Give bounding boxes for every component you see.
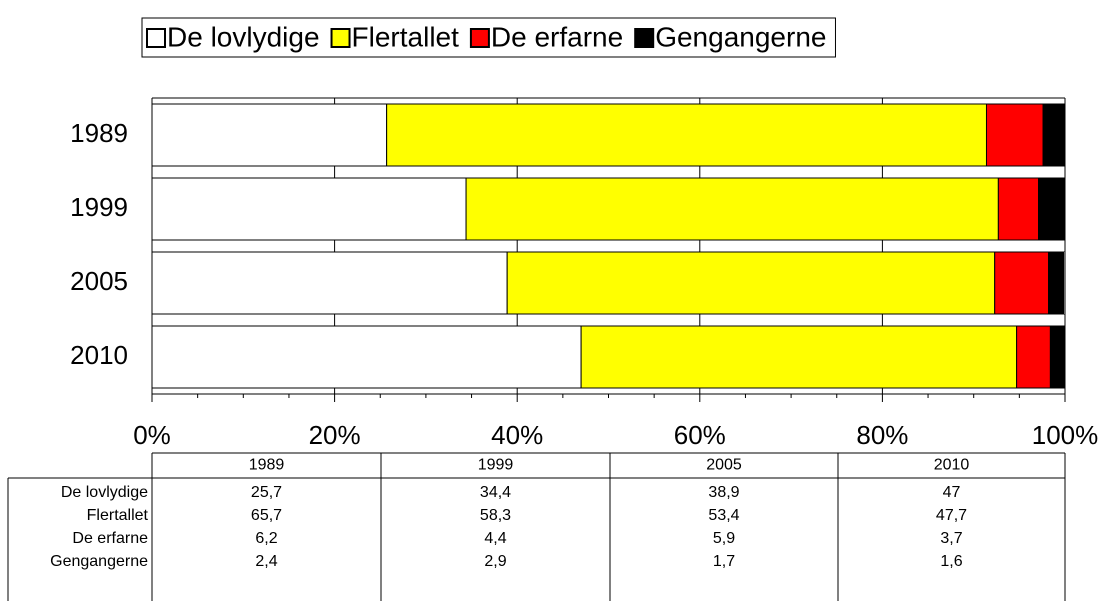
table-cell: 25,7 xyxy=(251,484,282,501)
bar-segment xyxy=(1049,325,1066,389)
y-tick-label: 1989 xyxy=(70,118,128,148)
table-row-label: De lovlydige xyxy=(61,484,148,501)
legend-label: De erfarne xyxy=(491,21,623,52)
x-tick-label: 40% xyxy=(491,420,543,450)
bar-segment xyxy=(151,251,508,315)
table-header: 2005 xyxy=(706,457,742,474)
bar-segment xyxy=(1038,177,1066,241)
legend-label: Gengangerne xyxy=(655,21,826,52)
table-cell: 4,4 xyxy=(484,530,506,547)
table-cell: 65,7 xyxy=(251,507,282,524)
table-header: 1989 xyxy=(249,457,285,474)
table-cell: 2,4 xyxy=(255,553,277,570)
table-cell: 1,6 xyxy=(940,553,962,570)
legend-swatch xyxy=(469,28,490,48)
bar-segment xyxy=(994,251,1050,315)
table-cell: 53,4 xyxy=(708,507,739,524)
bar-segment xyxy=(997,177,1040,241)
x-tick-label: 80% xyxy=(856,420,908,450)
table-row-label: Flertallet xyxy=(87,507,149,524)
table-cell: 47 xyxy=(943,484,961,501)
bar-segment xyxy=(151,103,388,167)
table-cell: 47,7 xyxy=(936,507,967,524)
table-cell: 3,7 xyxy=(940,530,962,547)
bar-segment xyxy=(151,177,467,241)
bar-segment xyxy=(465,177,999,241)
legend-swatch xyxy=(634,28,655,48)
x-tick-label: 20% xyxy=(309,420,361,450)
table-cell: 1,7 xyxy=(713,553,735,570)
table-cell: 38,9 xyxy=(708,484,739,501)
legend-swatch xyxy=(146,28,166,48)
x-tick-label: 0% xyxy=(133,420,171,450)
table-header: 2010 xyxy=(934,457,970,474)
table-header: 1999 xyxy=(478,457,514,474)
bar-segment xyxy=(1016,325,1051,389)
table-row-label: De erfarne xyxy=(72,530,148,547)
bar-segment xyxy=(580,325,1018,389)
bar-segment xyxy=(985,103,1044,167)
y-tick-label: 1999 xyxy=(70,192,128,222)
table-cell: 5,9 xyxy=(713,530,735,547)
x-tick-label: 100% xyxy=(1032,420,1099,450)
y-tick-label: 2010 xyxy=(70,340,128,370)
x-tick-label: 60% xyxy=(674,420,726,450)
table-row-label: Gengangerne xyxy=(50,553,148,570)
legend-label: Flertallet xyxy=(352,21,460,52)
table-cell: 2,9 xyxy=(484,553,506,570)
table-cell: 34,4 xyxy=(480,484,511,501)
table-cell: 6,2 xyxy=(255,530,277,547)
table-cell: 58,3 xyxy=(480,507,511,524)
legend-label: De lovlydige xyxy=(167,21,320,52)
bar-segment xyxy=(1042,103,1066,167)
legend-swatch xyxy=(330,28,351,48)
y-tick-label: 2005 xyxy=(70,266,128,296)
bar-segment xyxy=(386,103,987,167)
bar-segment xyxy=(506,251,996,315)
bar-segment xyxy=(1048,251,1065,315)
bar-segment xyxy=(151,325,582,389)
